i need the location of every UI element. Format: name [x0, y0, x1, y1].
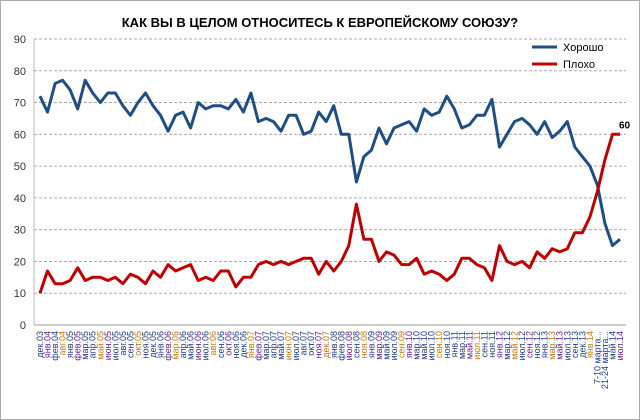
x-tick-label: янв.04: [43, 331, 53, 358]
x-tick-label: май.07: [276, 331, 286, 360]
x-tick-label: авг.04: [58, 331, 68, 355]
x-tick-label: мар.11: [457, 331, 467, 359]
y-tick-label: 80: [14, 66, 26, 78]
x-tick-label: апр.05: [88, 331, 98, 358]
x-tick-label: ноя.08: [359, 331, 369, 358]
x-tick-label: июл.07: [291, 331, 301, 360]
legend-label: Плохо: [563, 59, 595, 71]
x-tick-label: фев.08: [336, 331, 346, 361]
x-tick-label: ноя.06: [231, 331, 241, 358]
x-tick-label: авг.05: [118, 331, 128, 355]
x-tick-label: май.13: [555, 331, 565, 360]
x-tick-label: июл.09: [389, 331, 399, 360]
x-tick-label: июл.13: [562, 331, 572, 360]
x-tick-label: фев.04: [50, 331, 60, 361]
x-tick-label: июл.10: [427, 331, 437, 360]
x-tick-label: июл.05: [110, 331, 120, 360]
x-tick-label: июл.12: [517, 331, 527, 360]
x-tick-label: май.12: [510, 331, 520, 360]
x-tick-label: сен.05: [125, 331, 135, 358]
y-tick-label: 50: [14, 161, 26, 173]
x-tick-label: сен.09: [397, 331, 407, 358]
x-tick-label: сен.13: [570, 331, 580, 358]
x-tick-label: май.11: [464, 331, 474, 359]
x-tick-label: дек.03: [35, 331, 45, 358]
chart-title: КАК ВЫ В ЦЕЛОМ ОТНОСИТЕСЬ К ЕВРОПЕЙСКОМУ…: [122, 15, 519, 30]
x-tick-label: авг.06: [208, 331, 218, 355]
x-tick-label: май.09: [381, 331, 391, 360]
x-tick-label: дек.05: [148, 331, 158, 358]
x-tick-label: дек.06: [238, 331, 248, 358]
x-tick-label: сен.06: [216, 331, 226, 358]
x-tick-label: сен.10: [434, 331, 444, 358]
x-tick-label: янв.07: [246, 331, 256, 358]
x-tick-label: ноя.12: [532, 331, 542, 358]
x-tick-label: окт.07: [306, 331, 316, 356]
y-tick-label: 60: [14, 129, 26, 141]
x-tick-label: авг.07: [299, 331, 309, 355]
x-tick-label: ноя.11: [487, 331, 497, 358]
x-tick-label: мар.10: [412, 331, 422, 360]
x-tick-label: май.05: [95, 331, 105, 360]
x-tick-label: мар.05: [80, 331, 90, 360]
x-tick-label: янв.08: [329, 331, 339, 358]
x-tick-label: янв.13: [540, 331, 550, 358]
x-tick-label: июл.06: [201, 331, 211, 360]
x-tick-label: янв.05: [65, 331, 75, 358]
x-tick-label: июн.06: [193, 331, 203, 360]
x-tick-label: янв.12: [494, 331, 504, 358]
x-tick-label: ноя.07: [314, 331, 324, 358]
x-tick-label: мар.12: [502, 331, 512, 360]
x-tick-label: июн.07: [284, 331, 294, 360]
x-tick-label: май.10: [419, 331, 429, 360]
x-tick-label: апр.07: [269, 331, 279, 358]
x-tick-label: сен.12: [525, 331, 535, 358]
y-tick-label: 30: [14, 225, 26, 237]
x-tick-label: июн.05: [103, 331, 113, 360]
x-tick-label: янв.10: [404, 331, 414, 358]
x-tick-label: май.14: [607, 331, 617, 360]
x-tick-label: 21-24 марта...: [600, 331, 610, 389]
x-tick-label: дек.13: [577, 331, 587, 358]
x-tick-label: окт.06: [223, 331, 233, 356]
x-tick-label: янв.06: [156, 331, 166, 358]
y-tick-label: 0: [20, 320, 26, 332]
x-tick-label: фев.05: [73, 331, 83, 361]
data-label: 60: [619, 120, 631, 131]
x-tick-label: 7-10 марта...: [592, 331, 602, 384]
x-tick-label: сен.11: [479, 331, 489, 357]
x-tick-label: фев.07: [253, 331, 263, 361]
legend-label: Хорошо: [563, 42, 604, 54]
x-tick-label: янв.09: [366, 331, 376, 358]
x-tick-label: мар.09: [374, 331, 384, 360]
series-line-bad: [38, 132, 620, 294]
series-line-good: [38, 78, 621, 248]
x-tick-label: мар.06: [171, 331, 181, 360]
x-tick-label: июл.11: [472, 331, 482, 360]
x-tick-label: сен.08: [351, 331, 361, 358]
y-tick-label: 20: [14, 256, 26, 268]
y-tick-label: 70: [14, 98, 26, 110]
x-tick-label: ноя.05: [140, 331, 150, 358]
x-tick-label: янв.11: [449, 331, 459, 357]
x-tick-label: июл.08: [344, 331, 354, 360]
y-tick-label: 40: [14, 193, 26, 205]
x-tick-label: ноя.10: [442, 331, 452, 358]
x-tick-label: мар.07: [261, 331, 271, 360]
x-tick-label: янв.14: [585, 331, 595, 358]
y-tick-label: 90: [14, 34, 26, 46]
x-tick-label: мар.13: [547, 331, 557, 360]
y-tick-label: 10: [14, 288, 26, 300]
x-tick-label: дек.07: [321, 331, 331, 358]
x-tick-label: окт.05: [133, 331, 143, 356]
x-tick-label: май.06: [186, 331, 196, 360]
x-tick-label: июл.14: [615, 331, 625, 360]
x-tick-label: фев.06: [163, 331, 173, 361]
x-tick-label: апр.06: [178, 331, 188, 358]
